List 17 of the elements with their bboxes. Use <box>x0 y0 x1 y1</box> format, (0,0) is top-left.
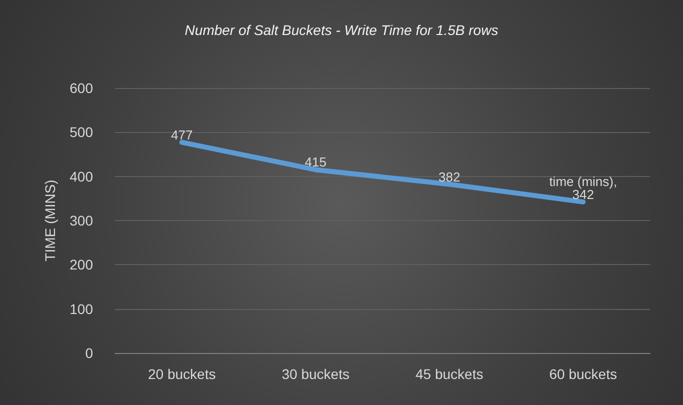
x-tick-label: 20 buckets <box>148 366 216 382</box>
y-tick-label: 400 <box>70 168 94 184</box>
x-tick-label: 30 buckets <box>282 366 350 382</box>
y-tick-label: 100 <box>70 300 94 317</box>
data-label: 415 <box>304 154 326 170</box>
y-tick-label: 500 <box>70 124 94 140</box>
chart-title: Number of Salt Buckets - Write Time for 1.5B rows <box>184 22 498 38</box>
x-tick-label: 60 buckets <box>549 366 617 382</box>
y-tick-label: 600 <box>70 80 94 96</box>
y-axis-title: TIME (MINS) <box>42 180 58 262</box>
y-tick-label: 300 <box>70 212 94 228</box>
y-tick-label: 200 <box>70 256 94 273</box>
data-label: 382 <box>438 169 460 184</box>
data-label: 477 <box>171 127 193 142</box>
x-tick-label: 45 buckets <box>416 366 484 382</box>
y-tick-label: 0 <box>85 345 94 361</box>
series-label: time (mins), <box>549 174 618 189</box>
